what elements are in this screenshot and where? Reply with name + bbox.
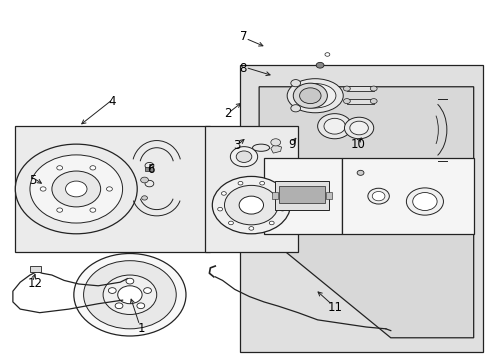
Bar (278, 186, 325, 203)
Circle shape (238, 181, 243, 185)
Circle shape (343, 99, 349, 104)
Text: 9: 9 (288, 138, 295, 150)
Text: 6: 6 (147, 163, 154, 176)
Circle shape (270, 139, 280, 146)
Text: 2: 2 (224, 107, 231, 120)
Circle shape (106, 187, 112, 191)
Text: 4: 4 (108, 95, 115, 108)
Circle shape (343, 86, 349, 91)
Circle shape (90, 166, 96, 170)
Circle shape (324, 118, 345, 134)
Circle shape (224, 185, 278, 225)
Bar (346, 86, 373, 91)
Circle shape (57, 166, 62, 170)
Text: 12: 12 (27, 278, 42, 291)
Circle shape (52, 171, 101, 207)
Bar (144, 167, 153, 171)
Bar (341, 158, 473, 234)
Text: 7: 7 (239, 30, 246, 43)
Text: 3: 3 (232, 139, 240, 152)
Circle shape (57, 208, 62, 212)
Circle shape (280, 207, 285, 211)
Text: 10: 10 (350, 138, 365, 150)
Text: 5: 5 (29, 174, 36, 186)
Circle shape (293, 83, 327, 108)
Text: 11: 11 (327, 301, 342, 314)
Circle shape (369, 99, 376, 104)
Circle shape (248, 226, 253, 230)
Circle shape (356, 170, 363, 175)
Circle shape (126, 278, 134, 284)
Circle shape (217, 207, 222, 211)
Circle shape (83, 261, 176, 329)
Circle shape (367, 188, 388, 204)
Circle shape (143, 288, 151, 293)
Circle shape (74, 253, 185, 336)
Bar (15, 126, 210, 252)
Circle shape (65, 181, 87, 197)
Circle shape (90, 208, 96, 212)
Text: 8: 8 (239, 62, 246, 75)
Circle shape (236, 151, 251, 162)
Circle shape (317, 114, 351, 139)
Polygon shape (270, 145, 281, 153)
Circle shape (221, 192, 226, 195)
Circle shape (142, 196, 147, 200)
Bar (275, 181, 328, 210)
Polygon shape (259, 87, 473, 338)
Ellipse shape (294, 84, 335, 108)
Bar (325, 192, 331, 199)
Bar (30, 266, 41, 272)
Text: 1: 1 (137, 322, 144, 335)
Circle shape (15, 144, 137, 234)
Circle shape (108, 288, 116, 293)
Circle shape (228, 221, 233, 225)
Circle shape (103, 275, 157, 315)
Bar (272, 192, 278, 199)
Circle shape (290, 80, 300, 87)
Circle shape (290, 105, 300, 112)
Circle shape (141, 177, 148, 183)
Circle shape (137, 303, 144, 309)
Circle shape (369, 86, 376, 91)
Circle shape (349, 121, 367, 135)
Circle shape (230, 147, 257, 167)
Ellipse shape (286, 79, 343, 113)
Bar (346, 99, 373, 104)
Circle shape (212, 176, 290, 234)
Circle shape (239, 196, 263, 214)
Ellipse shape (252, 144, 269, 151)
Circle shape (371, 192, 384, 201)
Circle shape (412, 193, 436, 211)
Circle shape (344, 117, 373, 139)
Circle shape (40, 187, 46, 191)
Circle shape (406, 188, 443, 215)
Circle shape (259, 181, 264, 185)
Polygon shape (239, 65, 483, 352)
Circle shape (269, 221, 274, 225)
Circle shape (118, 286, 142, 304)
Circle shape (30, 155, 122, 223)
Bar (205, 126, 298, 252)
Circle shape (299, 88, 321, 104)
Circle shape (115, 303, 122, 309)
Circle shape (325, 53, 329, 56)
Circle shape (316, 62, 324, 68)
Bar (264, 158, 341, 234)
